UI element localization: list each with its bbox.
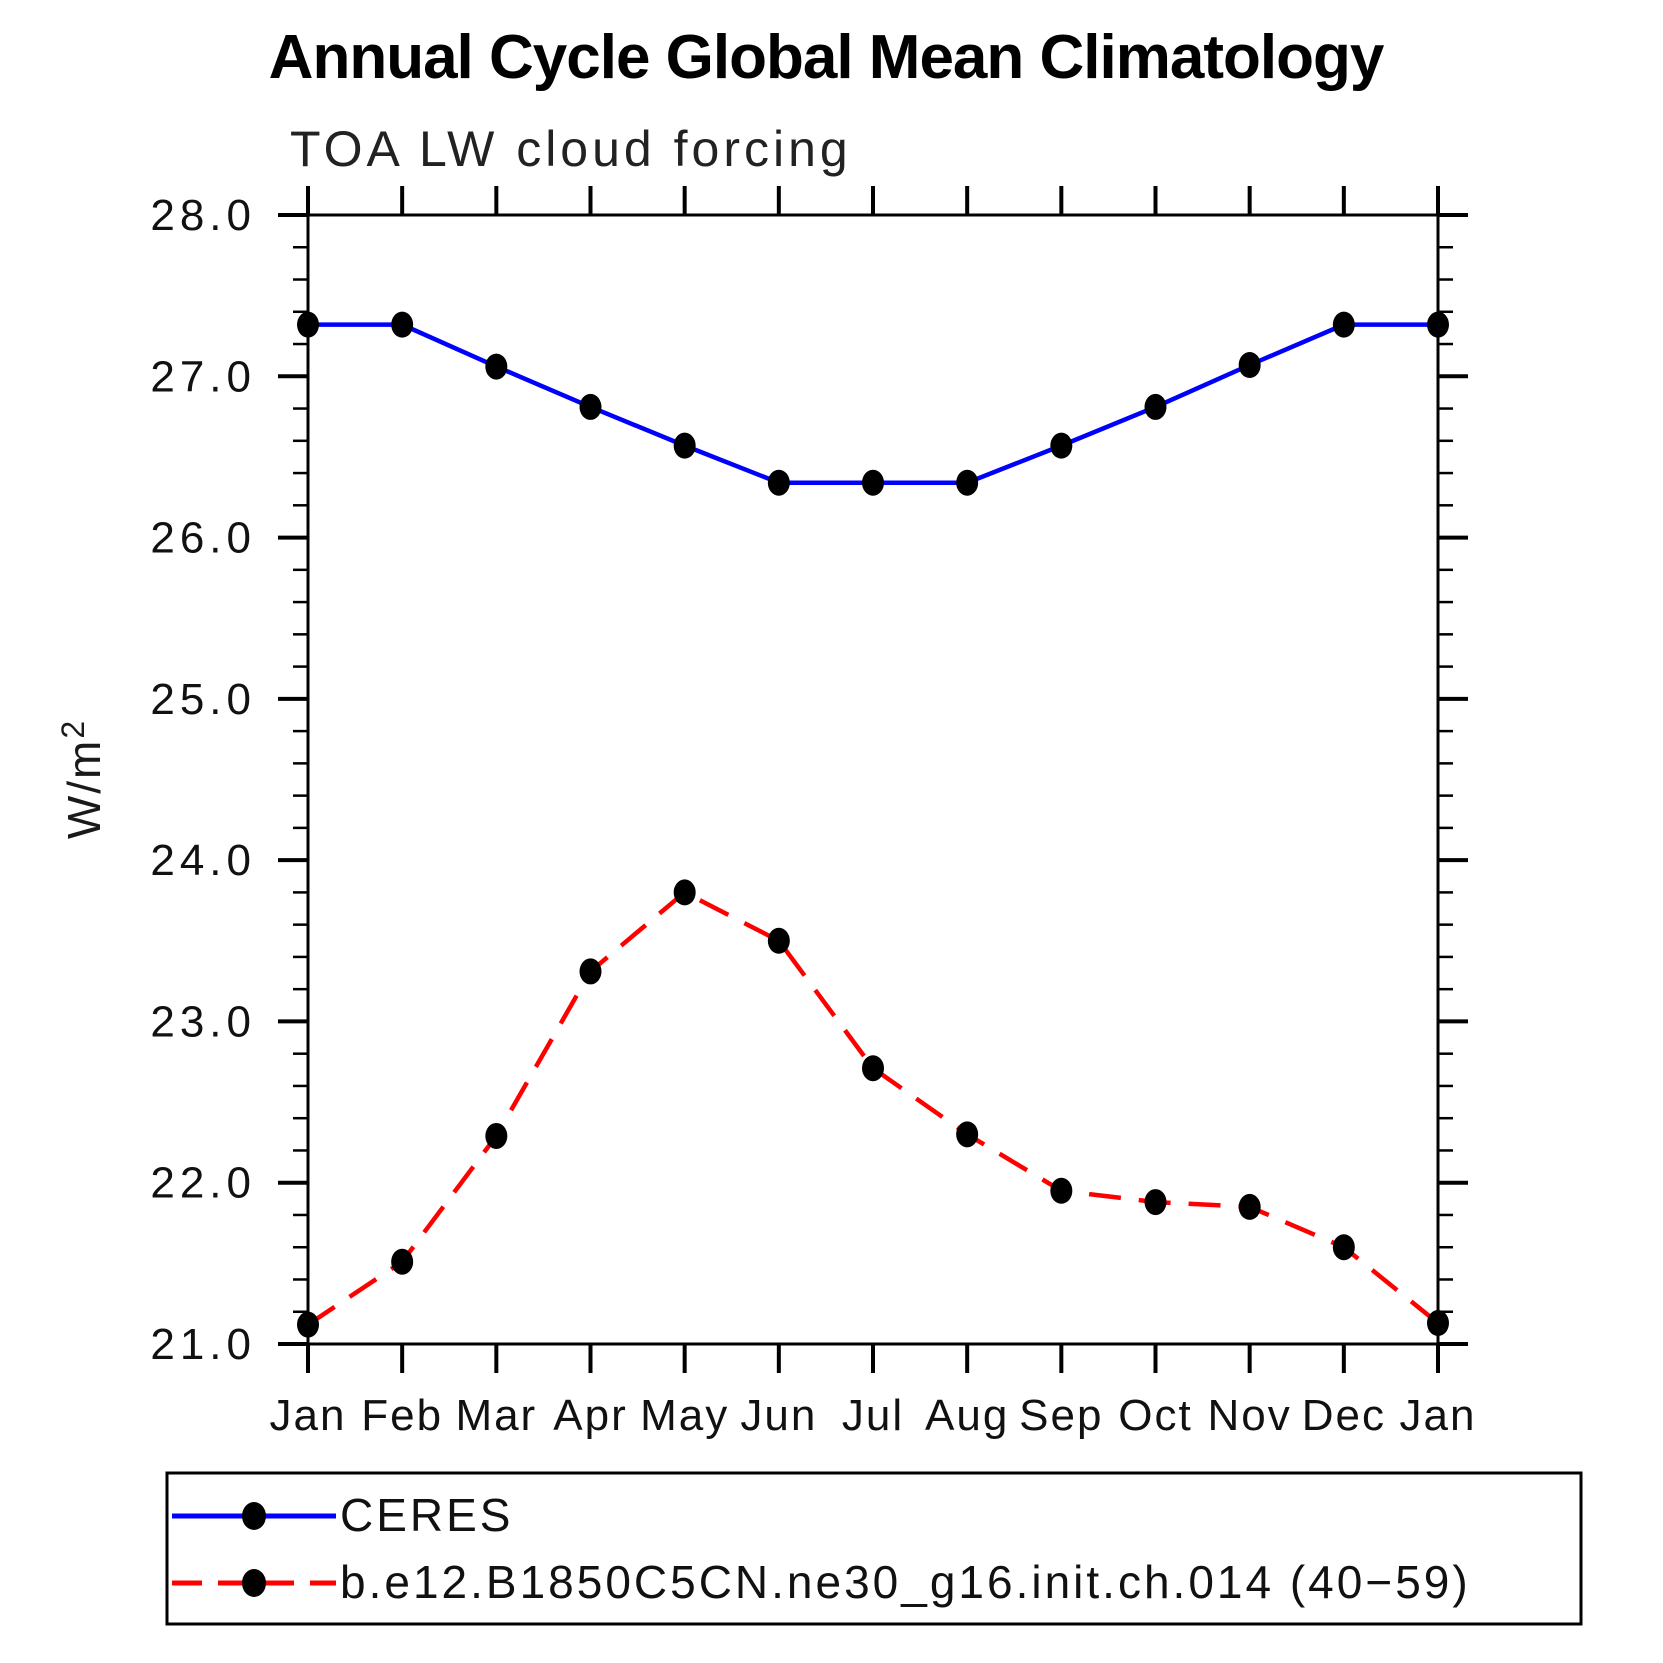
y-tick-label: 25.0 [150, 675, 256, 724]
data-point [956, 469, 979, 496]
y-tick-label: 26.0 [150, 514, 256, 563]
data-point [1050, 432, 1073, 459]
data-point [1427, 1310, 1449, 1337]
legend-label-model: b.e12.B1850C5CN.ne30_g16.init.ch.014 (40… [340, 1556, 1471, 1608]
legend-box [165, 1471, 1583, 1626]
data-point [1332, 311, 1355, 338]
x-tick-label: Jun [740, 1391, 817, 1440]
data-point [1238, 351, 1261, 378]
x-tick-label: Feb [361, 1391, 443, 1440]
data-point [1050, 1177, 1073, 1204]
data-point [297, 1311, 319, 1338]
data-point [1332, 1234, 1355, 1261]
data-point [579, 393, 602, 420]
x-tick-label: Jan [1400, 1391, 1477, 1440]
chart-subtitle: TOA LW cloud forcing [290, 121, 852, 177]
data-point [391, 1248, 414, 1275]
x-tick-label: Jan [270, 1391, 347, 1440]
y-axis-label: W/m2 [55, 719, 110, 839]
y-tick-label: 28.0 [150, 191, 256, 240]
data-point [1427, 311, 1449, 338]
data-point [673, 432, 696, 459]
legend-label-ceres: CERES [340, 1489, 513, 1541]
x-tick-label: Dec [1302, 1391, 1386, 1440]
chart-title: Annual Cycle Global Mean Climatology [269, 23, 1385, 92]
data-point [862, 469, 884, 496]
y-tick-label: 27.0 [150, 352, 256, 401]
data-point [297, 311, 319, 338]
data-point [862, 1055, 884, 1082]
series-line-0 [308, 322, 1438, 485]
data-point [767, 469, 790, 496]
data-point [1238, 1193, 1261, 1220]
plot-box [306, 213, 1440, 1346]
y-tick-label: 23.0 [150, 997, 256, 1046]
data-point [673, 879, 696, 906]
legend-entry-ceres: CERES [172, 1489, 513, 1541]
x-tick-label: May [640, 1391, 729, 1440]
data-point [1144, 1189, 1167, 1216]
data-point [1144, 393, 1167, 420]
data-point [767, 927, 790, 954]
data-point [956, 1121, 979, 1148]
series-line-1 [306, 889, 1440, 1327]
data-point [579, 958, 602, 985]
data-point [485, 353, 508, 380]
x-tick-label: Apr [553, 1391, 627, 1440]
x-tick-label: Oct [1118, 1391, 1192, 1440]
x-tick-label: Aug [925, 1391, 1009, 1440]
x-tick-label: Mar [455, 1391, 537, 1440]
legend-entry-model: b.e12.B1850C5CN.ne30_g16.init.ch.014 (40… [172, 1556, 1471, 1608]
x-tick-label: Nov [1208, 1391, 1292, 1440]
y-tick-label: 22.0 [150, 1159, 256, 1208]
legend: CERES b.e12.B1850C5CN.ne30_g16.init.ch.0… [165, 1471, 1583, 1626]
data-point [391, 311, 414, 338]
x-tick-label: Sep [1019, 1391, 1103, 1440]
x-tick-label: Jul [842, 1391, 904, 1440]
legend-marker-dot [242, 1502, 266, 1530]
y-tick-label: 21.0 [150, 1320, 256, 1369]
legend-marker-dot [242, 1569, 266, 1597]
y-tick-label: 24.0 [150, 836, 256, 885]
data-point [485, 1122, 508, 1149]
